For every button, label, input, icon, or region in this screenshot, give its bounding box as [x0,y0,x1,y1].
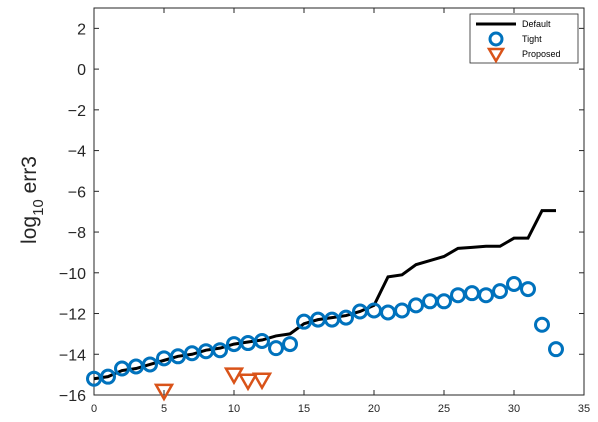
series-proposed-point [223,367,245,386]
axes-box [93,7,585,396]
series-tight-point [100,368,116,385]
series-tight-point [212,342,228,359]
series-tight-point [282,336,298,353]
y-tick-label: −6 [68,184,86,201]
series-tight-point [520,281,536,298]
y-tick-label: −4 [68,144,86,161]
series-proposed-point [153,383,175,402]
legend-tight-label: Tight [522,34,542,44]
y-tick-label: −2 [68,103,86,120]
series-tight-point [436,293,452,310]
x-tick-label: 20 [368,403,380,415]
y-axis-label-rest: err3 [18,156,41,199]
y-axis-label: log10 err3 [18,156,47,244]
series-tight-point [548,341,564,358]
series-tight-point [142,356,158,373]
y-tick-label: −14 [59,347,86,364]
legend: Default Tight Proposed [469,13,579,64]
legend-proposed-label: Proposed [522,49,561,59]
legend-tight-circle-icon [488,31,504,47]
y-ticks: 2 0 −2 −4 −6 −8 −10 −12 −14 −16 [59,21,584,405]
legend-default-label: Default [522,19,551,29]
y-tick-label: −8 [68,225,86,242]
x-ticks: 0 5 10 15 20 25 30 35 [91,8,590,415]
y-tick-label: −10 [59,266,86,283]
series-tight-point [170,348,186,365]
series-tight-point [254,333,270,350]
x-tick-label: 5 [161,403,167,415]
legend-box [469,13,579,64]
series-layer [86,209,564,402]
series-tight-point [478,287,494,304]
y-tick-label: −16 [59,388,86,405]
x-tick-label: 35 [578,403,590,415]
series-tight-point [268,340,284,357]
series-tight-point [506,275,522,292]
x-tick-label: 10 [228,403,240,415]
y-axis-label-base: log [18,216,41,244]
series-tight-point [394,302,410,319]
x-tick-label: 0 [91,403,97,415]
y-tick-label: −12 [59,307,86,324]
x-tick-label: 25 [438,403,450,415]
x-tick-label: 30 [508,403,520,415]
series-tight-point [534,316,550,333]
y-axis-label-subscript: 10 [30,199,47,216]
y-tick-label: 0 [77,62,86,79]
series-tight-point [492,283,508,300]
series-proposed-point [251,372,273,391]
plot-area [93,7,585,396]
series-tight-point [408,297,424,314]
y-tick-label: 2 [77,21,86,38]
series-tight-point [338,309,354,326]
legend-proposed-triangle-icon [486,47,506,64]
x-tick-label: 15 [298,403,310,415]
series-proposed-point [237,373,259,392]
